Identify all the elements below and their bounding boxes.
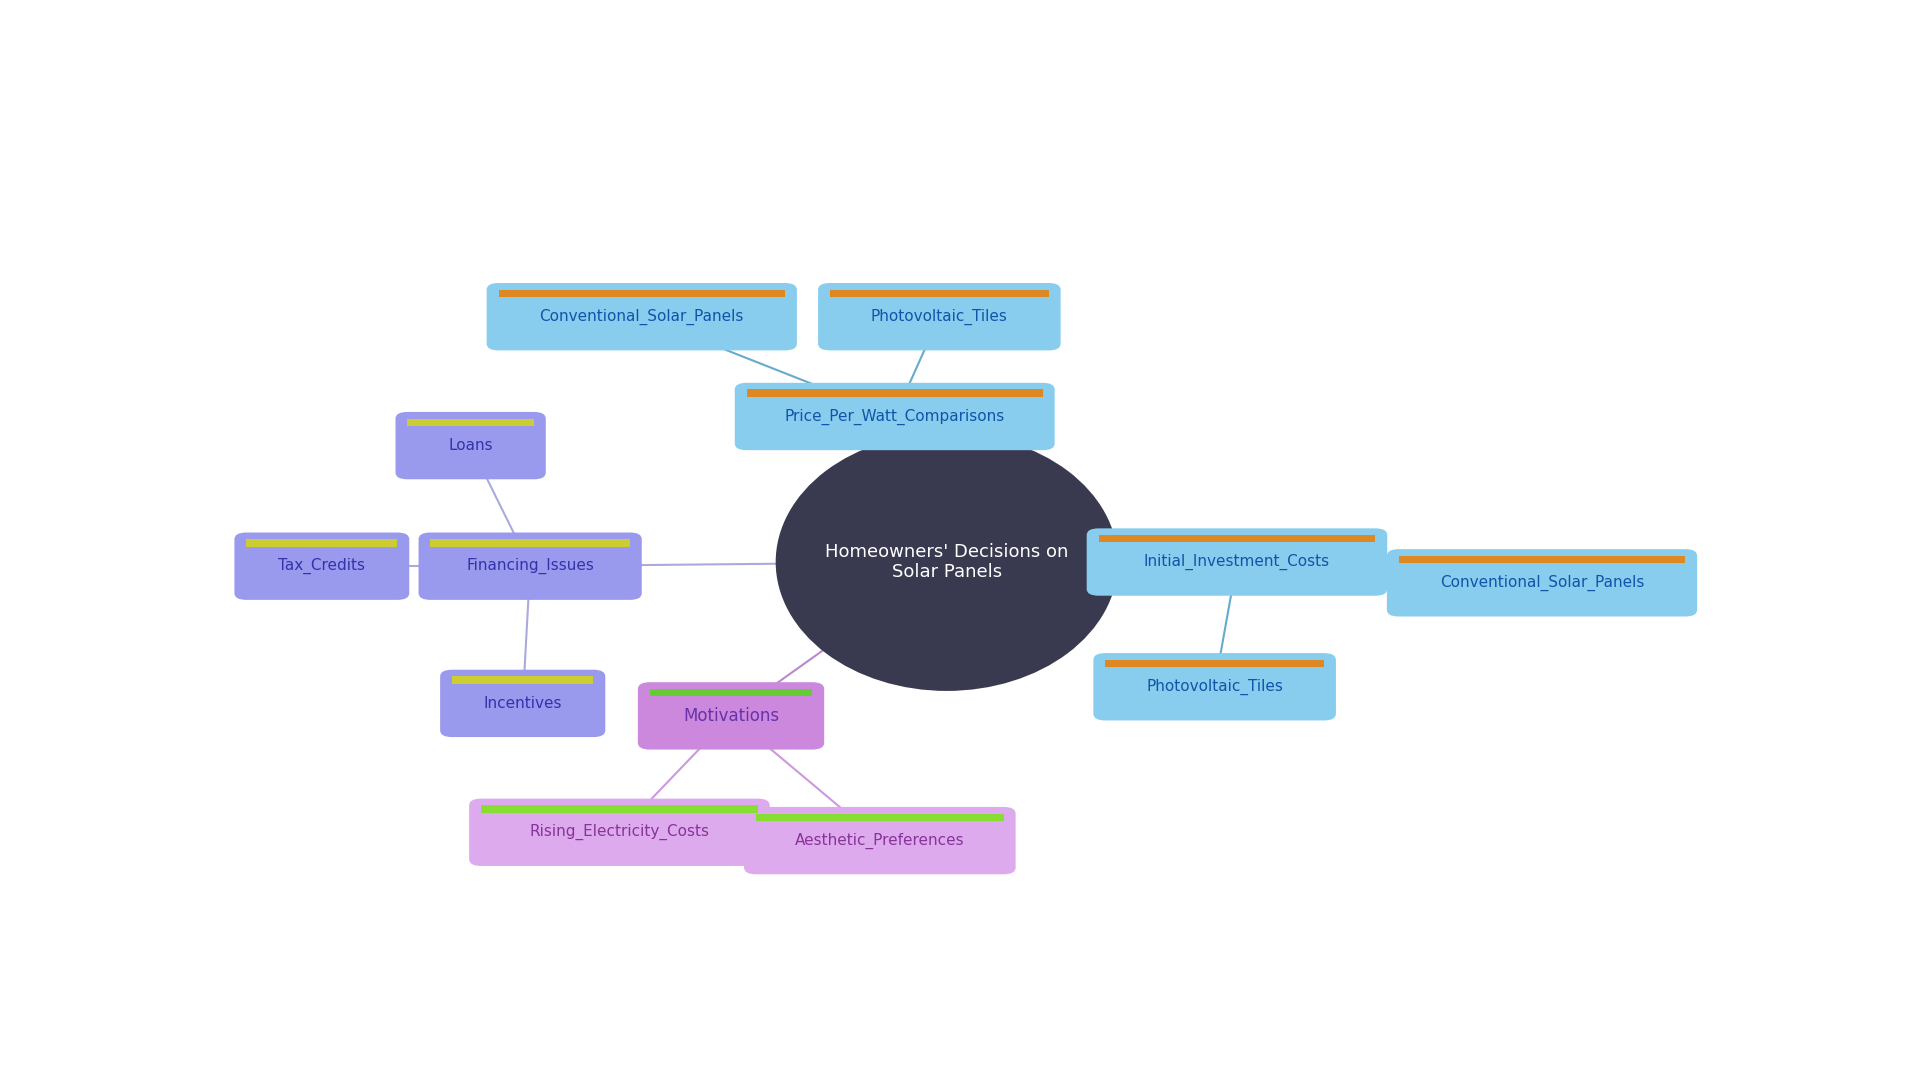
FancyBboxPatch shape	[818, 283, 1060, 350]
Text: Financing_Issues: Financing_Issues	[467, 558, 593, 575]
Text: Conventional_Solar_Panels: Conventional_Solar_Panels	[1440, 575, 1644, 591]
Bar	[482, 806, 758, 813]
FancyBboxPatch shape	[1386, 549, 1697, 617]
FancyBboxPatch shape	[1092, 653, 1336, 720]
FancyBboxPatch shape	[735, 382, 1054, 450]
FancyBboxPatch shape	[234, 532, 409, 599]
Text: Initial_Investment_Costs: Initial_Investment_Costs	[1144, 554, 1331, 570]
Text: Incentives: Incentives	[484, 696, 563, 711]
FancyBboxPatch shape	[745, 807, 1016, 875]
Text: Motivations: Motivations	[684, 707, 780, 725]
FancyBboxPatch shape	[440, 670, 605, 737]
FancyBboxPatch shape	[486, 283, 797, 350]
Text: Price_Per_Watt_Comparisons: Price_Per_Watt_Comparisons	[785, 408, 1004, 424]
Text: Homeowners' Decisions on
Solar Panels: Homeowners' Decisions on Solar Panels	[826, 542, 1069, 581]
FancyBboxPatch shape	[468, 798, 770, 866]
FancyBboxPatch shape	[637, 683, 824, 750]
Bar	[246, 539, 397, 546]
Bar	[499, 289, 785, 297]
Text: Loans: Loans	[449, 438, 493, 454]
Bar	[649, 689, 812, 697]
Bar	[430, 539, 630, 546]
Bar	[1400, 556, 1686, 564]
FancyBboxPatch shape	[1087, 528, 1388, 596]
Bar	[1098, 535, 1375, 542]
Bar	[451, 676, 593, 684]
FancyBboxPatch shape	[419, 532, 641, 599]
Text: Photovoltaic_Tiles: Photovoltaic_Tiles	[872, 309, 1008, 325]
Text: Photovoltaic_Tiles: Photovoltaic_Tiles	[1146, 678, 1283, 694]
FancyBboxPatch shape	[396, 411, 545, 480]
Bar	[747, 390, 1043, 397]
Bar	[829, 289, 1048, 297]
Ellipse shape	[776, 433, 1117, 691]
Text: Tax_Credits: Tax_Credits	[278, 558, 365, 575]
Text: Aesthetic_Preferences: Aesthetic_Preferences	[795, 833, 964, 849]
Text: Conventional_Solar_Panels: Conventional_Solar_Panels	[540, 309, 743, 325]
Bar	[407, 419, 534, 427]
Bar	[1106, 660, 1325, 667]
Bar	[756, 813, 1004, 821]
Text: Rising_Electricity_Costs: Rising_Electricity_Costs	[530, 824, 710, 840]
